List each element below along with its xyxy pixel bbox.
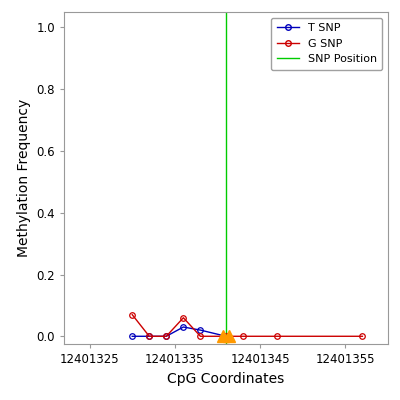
Y-axis label: Methylation Frequency: Methylation Frequency <box>17 99 31 257</box>
Legend: T SNP, G SNP, SNP Position: T SNP, G SNP, SNP Position <box>271 18 382 70</box>
X-axis label: CpG Coordinates: CpG Coordinates <box>167 372 285 386</box>
